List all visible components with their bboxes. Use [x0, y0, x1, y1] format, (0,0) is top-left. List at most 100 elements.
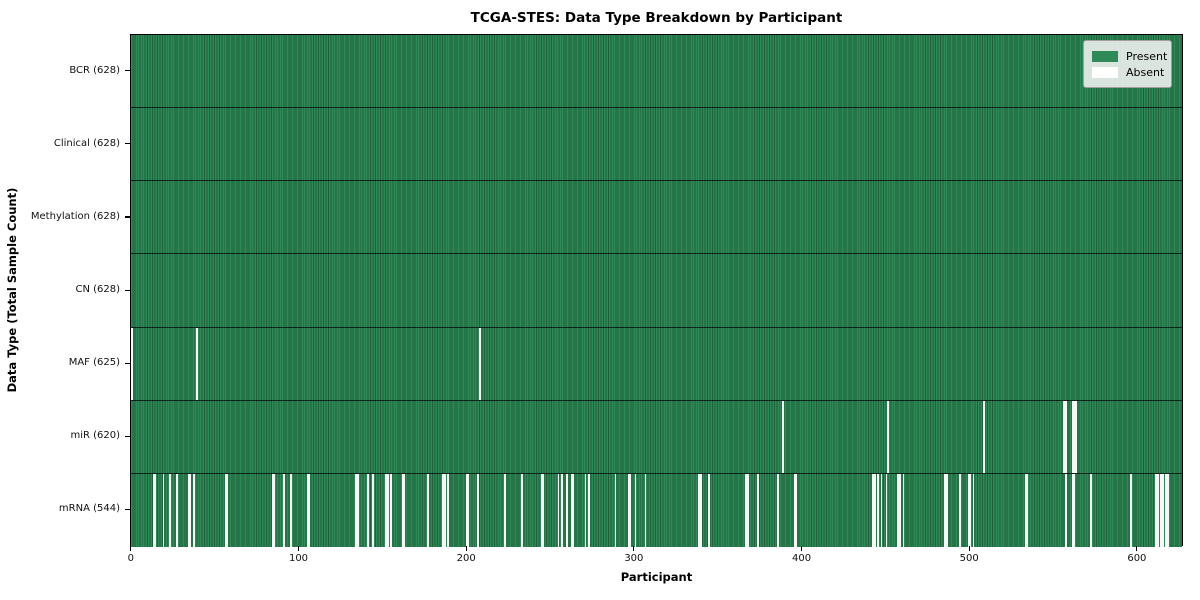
absent-mark — [877, 473, 880, 547]
heatmap-plot-area — [130, 34, 1183, 547]
absent-mark — [479, 327, 481, 400]
y-tick-mark — [125, 143, 130, 145]
heatmap-row-clinical — [131, 108, 1182, 182]
y-tick-label-cn: CN (628) — [75, 284, 120, 295]
x-tick-label-500: 500 — [959, 553, 979, 564]
absent-mark — [1063, 400, 1065, 473]
absent-mark — [385, 473, 388, 547]
chart-title: TCGA-STES: Data Type Breakdown by Partic… — [470, 10, 843, 26]
y-tick-mark — [125, 435, 130, 437]
y-tick-label-methylation: Methylation (628) — [30, 210, 120, 222]
absent-mark — [1073, 473, 1075, 547]
y-tick-mark — [125, 289, 130, 291]
absent-mark — [1160, 473, 1162, 547]
absent-mark — [131, 327, 133, 400]
absent-mark — [982, 400, 985, 473]
absent-mark — [162, 473, 165, 547]
absent-mark — [1071, 400, 1074, 473]
x-tick-mark — [968, 546, 970, 551]
absent-mark — [1156, 473, 1159, 547]
x-tick-mark — [297, 546, 300, 551]
y-tick-mark — [125, 216, 130, 218]
absent-mark — [224, 473, 227, 547]
y-tick-label-maf: MAF (625) — [68, 357, 120, 369]
absent-mark — [283, 473, 285, 547]
absent-mark — [271, 473, 274, 547]
absent-mark — [756, 473, 759, 547]
absent-mark — [902, 473, 905, 547]
heatmap-row-cn — [131, 254, 1182, 328]
absent-mark — [154, 473, 157, 547]
absent-mark — [644, 473, 647, 547]
absent-mark — [189, 473, 192, 547]
absent-mark — [192, 473, 195, 547]
legend-label-present: Present — [1126, 49, 1168, 63]
heatmap-row-mir — [131, 400, 1182, 474]
absent-mark — [1166, 473, 1169, 547]
x-tick-label-100: 100 — [288, 553, 309, 564]
absent-mark — [959, 473, 962, 547]
absent-mark — [972, 473, 975, 547]
absent-mark — [1064, 400, 1067, 473]
absent-mark — [308, 473, 311, 547]
absent-mark — [566, 473, 568, 547]
absent-mark — [795, 473, 798, 547]
absent-mark — [887, 400, 890, 473]
x-tick-label-0: 0 — [127, 553, 135, 564]
absent-mark — [289, 473, 292, 547]
absent-mark — [387, 473, 389, 547]
legend-swatch-present — [1092, 50, 1118, 62]
absent-mark — [355, 473, 357, 547]
absent-mark — [880, 473, 883, 547]
heatmap-row-maf — [131, 327, 1182, 401]
absent-mark — [403, 473, 406, 547]
absent-mark — [169, 473, 172, 547]
absent-mark — [1089, 473, 1092, 547]
absent-mark — [1165, 473, 1167, 547]
absent-mark — [557, 473, 560, 547]
legend-entry-present: Present — [1092, 48, 1167, 64]
absent-mark — [969, 473, 972, 547]
absent-mark — [273, 473, 275, 547]
absent-mark — [614, 473, 617, 547]
absent-mark — [708, 473, 711, 547]
absent-mark — [629, 473, 632, 547]
x-tick-mark — [465, 546, 467, 551]
absent-mark — [306, 473, 309, 547]
heatmap-row-methylation — [131, 181, 1182, 255]
absent-mark — [967, 473, 970, 547]
x-tick-mark — [130, 546, 132, 551]
absent-mark — [561, 473, 563, 547]
absent-mark — [1064, 473, 1067, 547]
absent-mark — [946, 473, 948, 547]
absent-mark — [447, 473, 449, 547]
legend: Present Absent — [1083, 40, 1172, 88]
x-tick-label-600: 600 — [1127, 553, 1147, 564]
absent-mark — [899, 473, 901, 547]
y-tick-label-mrna: mRNA (544) — [58, 503, 120, 515]
absent-mark — [634, 473, 637, 547]
absent-mark — [1161, 473, 1164, 547]
absent-mark — [776, 473, 779, 547]
absent-mark — [1024, 473, 1027, 547]
absent-mark — [152, 473, 155, 547]
absent-mark — [746, 473, 749, 547]
absent-mark — [477, 473, 480, 547]
absent-mark — [745, 473, 747, 547]
absent-mark — [1155, 473, 1157, 547]
absent-mark — [587, 473, 590, 547]
absent-mark — [874, 473, 876, 547]
x-tick-label-400: 400 — [791, 553, 812, 564]
y-tick-mark — [125, 362, 130, 364]
absent-mark — [176, 473, 178, 547]
absent-mark — [897, 473, 900, 547]
absent-mark — [1073, 400, 1075, 473]
legend-label-absent: Absent — [1126, 65, 1165, 79]
absent-mark — [187, 473, 190, 547]
absent-mark — [366, 473, 369, 547]
absent-mark — [1071, 473, 1074, 547]
absent-mark — [872, 473, 875, 547]
absent-mark — [793, 473, 796, 547]
absent-mark — [467, 473, 470, 547]
